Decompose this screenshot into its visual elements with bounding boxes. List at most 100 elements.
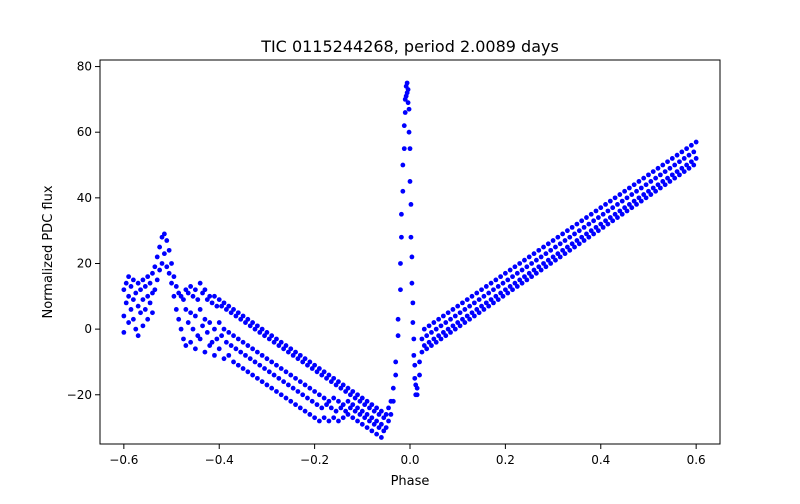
data-point [677,159,682,165]
data-point [192,346,198,352]
data-point [641,175,647,181]
data-point [123,280,129,286]
data-point [486,290,492,296]
data-point [643,195,649,201]
data-point [569,241,575,247]
data-point [140,297,146,302]
y-axis: −20 0 20 40 60 80 [67,60,100,402]
data-point [126,320,132,325]
data-point [476,297,482,302]
data-point [424,346,430,352]
data-point [183,287,189,293]
data-point [584,215,589,220]
data-point [142,284,148,289]
data-point [207,320,213,325]
data-point [316,392,322,398]
data-point [455,303,461,309]
data-point [471,300,477,306]
data-point [433,339,439,345]
data-point [419,336,425,342]
data-point [686,152,692,158]
data-point [145,293,151,299]
data-point [610,218,616,224]
data-point [138,310,143,316]
data-point [183,307,189,312]
data-point [271,372,277,378]
data-point [269,385,275,391]
data-point [164,238,170,243]
data-point [176,316,182,322]
data-point [677,172,682,178]
data-point [216,346,222,352]
data-point [235,336,241,342]
data-point [681,156,687,161]
data-point [531,251,537,257]
data-point [417,372,422,378]
data-point [321,369,327,375]
data-point [152,264,158,270]
data-point [355,405,360,411]
data-point [209,300,215,306]
data-point [269,333,275,339]
data-point [336,398,341,404]
data-point [443,333,449,339]
data-point [288,372,294,378]
data-point [469,293,475,299]
data-point [336,379,341,385]
data-point [684,146,690,152]
data-point [359,395,365,401]
data-point [214,336,220,342]
data-point [486,303,492,309]
data-point [219,333,225,339]
data-point [686,165,692,171]
data-point [409,280,415,286]
data-point [411,352,417,358]
data-point [479,287,484,293]
data-point [386,405,391,411]
data-point [672,162,678,168]
data-point [200,323,205,329]
data-point [266,369,272,375]
data-point [438,336,444,342]
data-point [650,169,656,174]
data-point [178,326,184,332]
data-point [159,261,165,266]
data-point [619,198,625,204]
data-point [538,267,544,273]
data-point [567,234,573,240]
data-point [231,307,236,312]
data-point [426,323,432,329]
data-point [130,316,136,322]
data-point [600,224,606,230]
data-point [235,310,241,316]
data-point [216,297,222,302]
data-point [629,205,635,211]
data-point [328,405,334,411]
data-point [641,192,647,197]
data-point [512,264,518,270]
data-point [240,366,246,371]
data-point [688,142,694,148]
data-point [410,320,416,325]
data-point [572,231,577,237]
data-point [524,264,530,270]
data-point [350,389,356,394]
data-point [188,310,194,316]
data-point [657,172,663,178]
data-point [681,169,687,174]
data-point [679,149,685,155]
data-point [274,389,279,394]
data-point [312,389,318,394]
data-point [285,382,291,388]
data-point [603,202,608,207]
data-point [634,202,639,207]
data-point [197,280,203,286]
data-point [579,218,585,224]
data-point [607,198,613,204]
data-point [288,346,294,352]
data-point [140,323,146,329]
data-point [166,270,172,276]
data-point [161,231,167,237]
data-point [665,175,670,181]
